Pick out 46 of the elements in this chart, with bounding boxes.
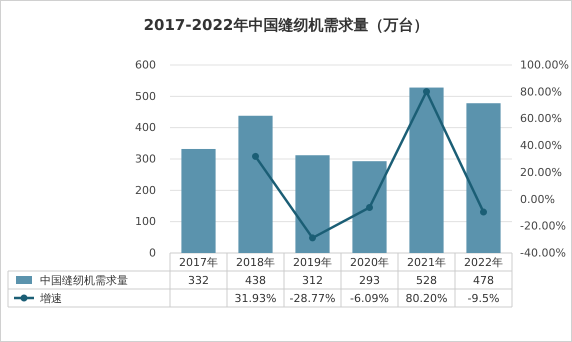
data-label: 80.20% [406, 292, 448, 305]
data-label: 312 [302, 274, 323, 287]
y-tick-label: 200 [135, 184, 156, 197]
y-tick-label: 100 [135, 215, 156, 228]
x-tick-label: 2020年 [350, 256, 389, 269]
point [480, 208, 487, 216]
data-label: 293 [359, 274, 380, 287]
bar [295, 155, 330, 253]
y2-tick-label: 80.00% [520, 85, 562, 98]
data-label: -28.77% [290, 292, 336, 305]
data-label: 438 [245, 274, 266, 287]
y2-tick-label: -40.00% [520, 246, 566, 260]
legend-label: 增速 [39, 292, 62, 305]
data-label: 332 [188, 274, 209, 287]
x-tick-label: 2021年 [407, 256, 446, 269]
y-tick-label: 300 [135, 152, 156, 166]
point [423, 88, 430, 96]
bar [409, 88, 444, 253]
bar [181, 148, 216, 253]
bar [352, 161, 387, 253]
chart-title: 2017-2022年中国缝纫机需求量（万台） [144, 16, 428, 34]
legend-label: 中国缝纫机需求量 [40, 274, 128, 287]
data-label: 478 [473, 274, 494, 287]
point [366, 204, 373, 211]
data-label: -9.5% [468, 292, 500, 305]
y-tick-label: 400 [135, 121, 156, 134]
x-tick-label: 2022年 [464, 256, 503, 269]
y2-tick-label: 40.00% [520, 139, 562, 152]
y-tick-label: 500 [135, 90, 156, 103]
y-tick-label: 0 [149, 246, 156, 260]
data-label: 31.93% [234, 292, 276, 305]
bar [238, 116, 273, 253]
y2-tick-label: 100.00% [520, 58, 569, 72]
x-tick-label: 2017年 [179, 256, 218, 269]
y2-tick-label: 60.00% [520, 112, 562, 126]
y2-tick-label: 20.00% [520, 166, 562, 179]
point [252, 152, 259, 160]
data-label: 528 [416, 274, 437, 287]
point [309, 234, 316, 242]
y2-tick-label: 0.00% [520, 192, 555, 206]
y-tick-label: 600 [135, 58, 156, 72]
bar [466, 103, 501, 253]
x-tick-label: 2018年 [236, 256, 275, 269]
y2-tick-label: -20.00% [520, 220, 566, 233]
data-label: -6.09% [350, 292, 389, 305]
x-tick-label: 2019年 [293, 256, 332, 269]
